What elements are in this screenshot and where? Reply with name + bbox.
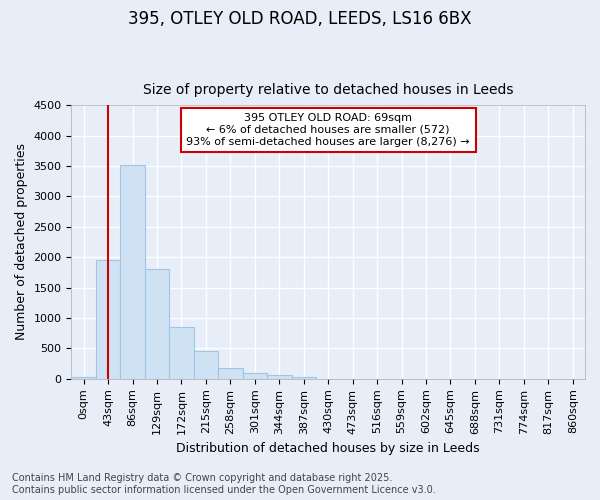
Bar: [267, 376, 292, 379]
Text: 395, OTLEY OLD ROAD, LEEDS, LS16 6BX: 395, OTLEY OLD ROAD, LEEDS, LS16 6BX: [128, 10, 472, 28]
Text: Contains HM Land Registry data © Crown copyright and database right 2025.
Contai: Contains HM Land Registry data © Crown c…: [12, 474, 436, 495]
Bar: [96, 260, 121, 379]
Bar: [71, 377, 96, 379]
Title: Size of property relative to detached houses in Leeds: Size of property relative to detached ho…: [143, 83, 514, 97]
Bar: [194, 352, 218, 379]
X-axis label: Distribution of detached houses by size in Leeds: Distribution of detached houses by size …: [176, 442, 480, 455]
Bar: [121, 164, 145, 379]
Bar: [218, 368, 242, 379]
Bar: [292, 377, 316, 379]
Y-axis label: Number of detached properties: Number of detached properties: [15, 144, 28, 340]
Bar: [242, 372, 267, 379]
Bar: [145, 270, 169, 379]
Text: 395 OTLEY OLD ROAD: 69sqm
← 6% of detached houses are smaller (572)
93% of semi-: 395 OTLEY OLD ROAD: 69sqm ← 6% of detach…: [187, 114, 470, 146]
Bar: [169, 326, 194, 379]
